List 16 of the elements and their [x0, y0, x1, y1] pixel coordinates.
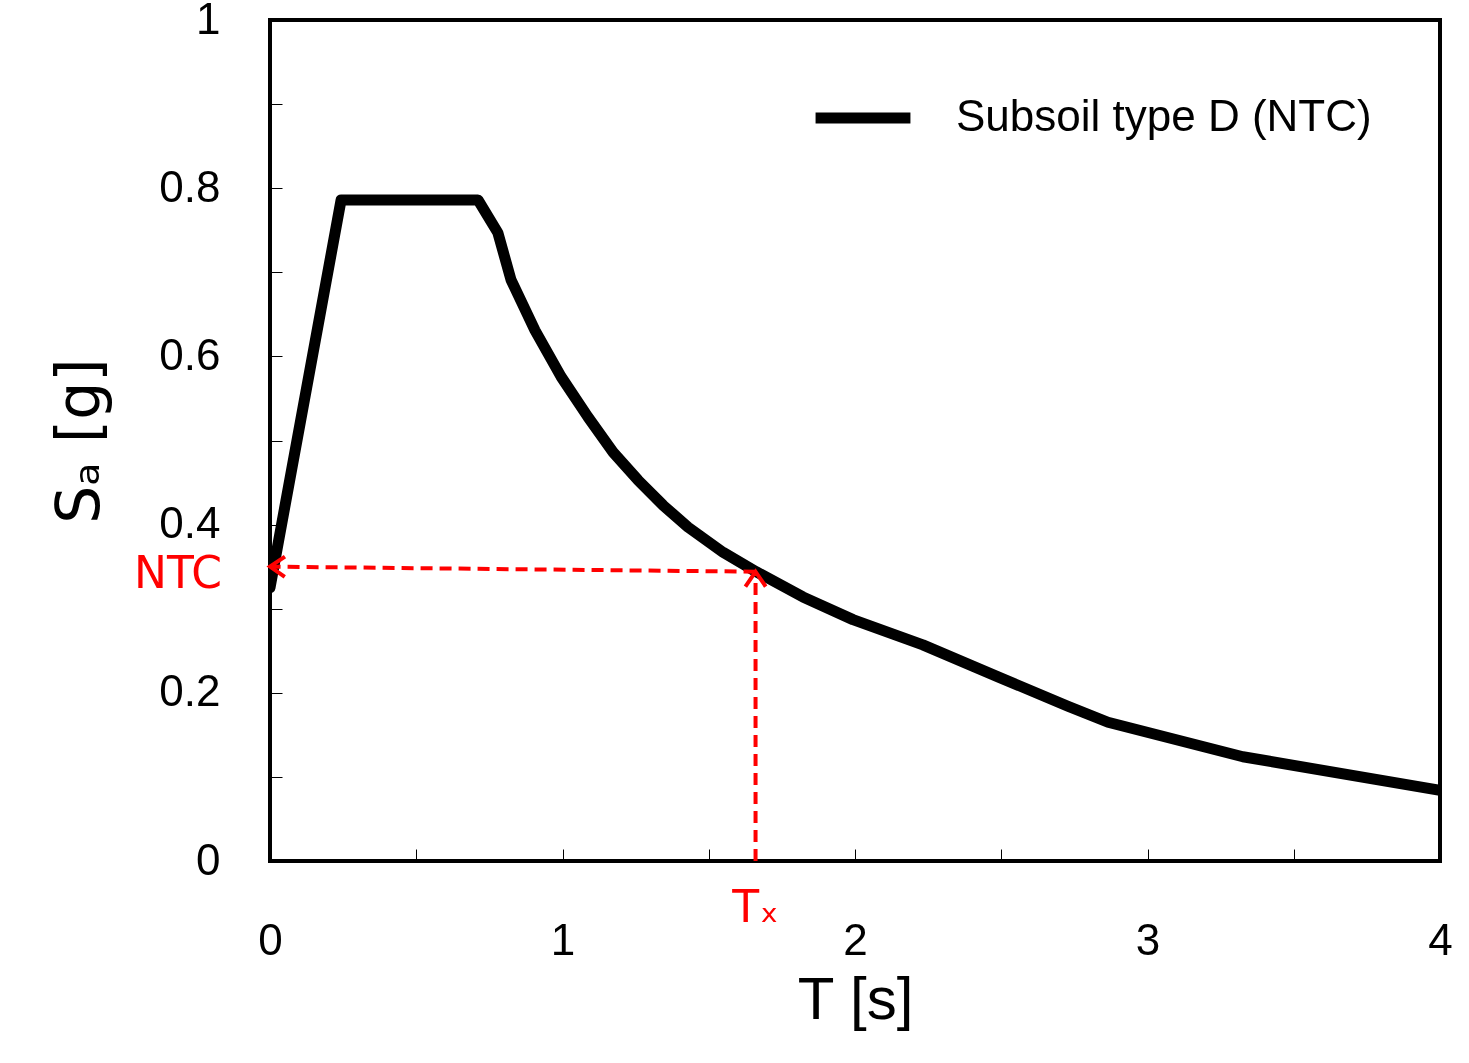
legend-label: Subsoil type D (NTC) — [956, 91, 1372, 140]
y-tick-label: 0.4 — [159, 498, 221, 548]
x-tick-label: 3 — [1135, 914, 1161, 964]
x-tick-label: 4 — [1428, 914, 1453, 964]
y-tick-label: 0.8 — [159, 161, 221, 211]
annotation: NTC — [134, 546, 222, 598]
x-axis-title: T [s] — [797, 964, 914, 1032]
x-tick-label: 2 — [843, 914, 868, 964]
y-tick-label: 0.6 — [159, 329, 221, 379]
y-tick-label: 0 — [196, 834, 221, 884]
y-tick-label: 1 — [196, 0, 221, 43]
x-tick-label: 1 — [550, 914, 576, 964]
annotation: Tₓ — [731, 881, 779, 932]
x-tick-label: 0 — [258, 914, 283, 964]
y-tick-label: 0.2 — [159, 666, 221, 716]
y-axis-title: Sₐ [g] — [42, 358, 113, 524]
